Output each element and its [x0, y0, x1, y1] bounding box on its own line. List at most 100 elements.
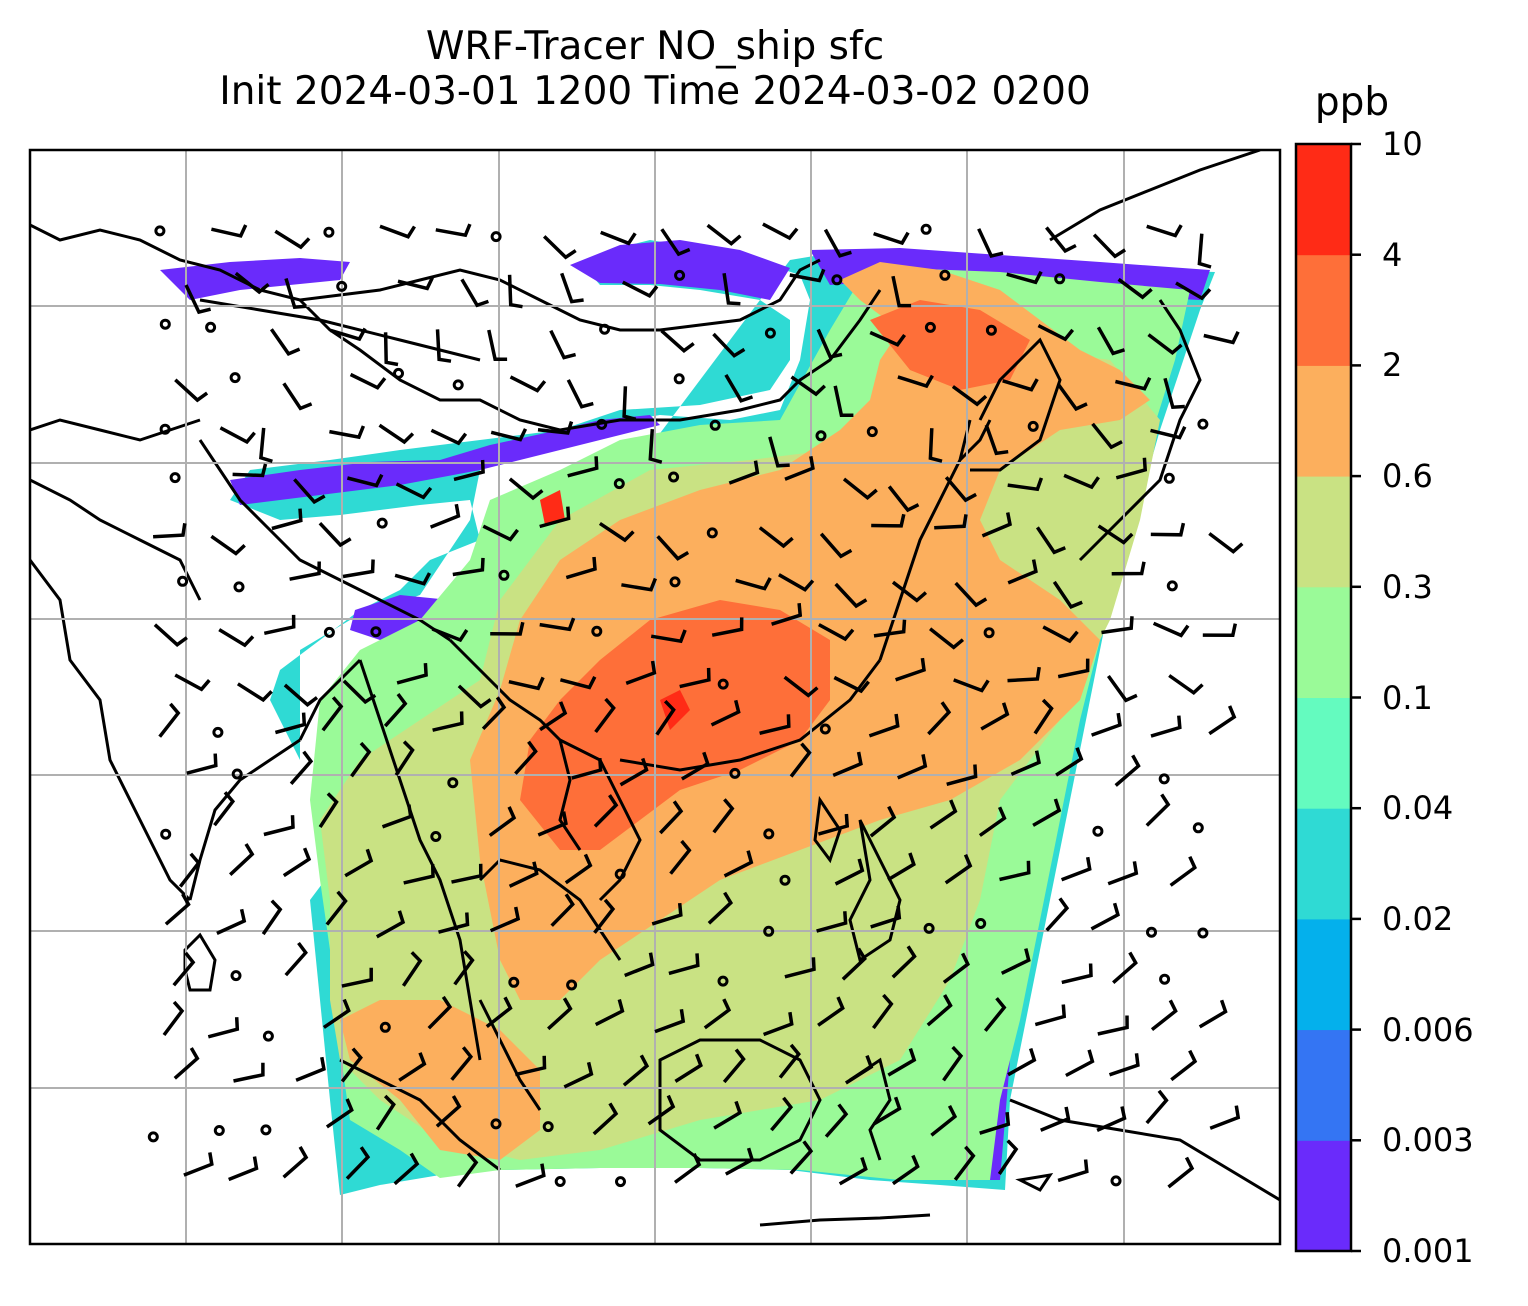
wind-barb: [213, 791, 236, 827]
calm-wind-marker: [763, 925, 775, 937]
wind-barb: [490, 621, 525, 636]
calm-wind-marker: [831, 274, 843, 286]
wind-barb: [539, 506, 571, 529]
wind-barb: [489, 906, 521, 933]
wind-barb: [566, 379, 594, 409]
wind-barb: [1208, 532, 1244, 554]
calm-wind-marker: [613, 478, 625, 490]
wind-barb: [341, 967, 373, 988]
wind-barb: [817, 996, 845, 1027]
calm-wind-marker: [169, 472, 181, 484]
wind-barb: [1096, 326, 1126, 356]
wind-barb: [383, 332, 399, 367]
wind-barb: [834, 858, 865, 886]
calm-wind-marker: [615, 1176, 626, 1188]
wind-barb: [271, 508, 303, 531]
wind-barb: [783, 675, 819, 698]
calm-wind-marker: [1092, 825, 1104, 837]
chart-title: WRF-Tracer NO_ship sfc Init 2024-03-01 1…: [30, 24, 1280, 114]
map-frame: [28, 148, 1282, 1246]
wind-barb: [771, 603, 803, 626]
coast-china-east: [878, 419, 972, 661]
wind-barb: [344, 848, 374, 878]
wind-barb: [537, 421, 574, 435]
wind-barb: [706, 223, 742, 246]
wind-barb: [870, 905, 902, 929]
wind-barb: [342, 559, 375, 579]
calm-wind-marker: [260, 1124, 272, 1136]
wind-barb: [321, 696, 344, 732]
border-laos-vietnam: [558, 739, 582, 851]
concentration-field: [160, 240, 1215, 1195]
colorbar-tick-label: 0.006: [1382, 1010, 1474, 1049]
wind-barb: [261, 899, 283, 936]
wind-barb: [842, 477, 878, 500]
wind-barb: [770, 1096, 794, 1132]
wind-barb: [838, 1156, 868, 1186]
calm-wind-marker: [393, 367, 404, 379]
wind-barb: [818, 623, 855, 642]
wind-barb: [514, 1055, 547, 1077]
wind-barb: [871, 993, 894, 1030]
calm-wind-marker: [1110, 1175, 1122, 1187]
wind-barb: [895, 657, 926, 682]
colorbar-tick-label: 0.1: [1382, 678, 1433, 717]
calm-wind-marker: [674, 269, 686, 281]
colorbar-swatch: [1296, 808, 1351, 920]
wind-barb: [485, 996, 513, 1028]
wind-barb: [929, 799, 958, 830]
wind-barb: [350, 741, 372, 778]
wind-barb: [322, 998, 351, 1029]
wind-barb: [1052, 580, 1083, 609]
wind-barb: [174, 378, 209, 403]
wind-barb: [651, 902, 683, 926]
colorbar-tick-label: 2: [1382, 346, 1403, 385]
colorbar-unit: ppb: [1314, 80, 1390, 125]
wind-barb: [1202, 623, 1238, 638]
colorbar-tick-label: 10: [1382, 125, 1423, 163]
wind-barb: [1091, 712, 1122, 737]
wind-barb: [789, 268, 826, 283]
calm-wind-marker: [490, 231, 502, 243]
wind-barb: [768, 436, 790, 468]
calm-wind-marker: [939, 269, 951, 281]
calm-wind-marker: [1192, 822, 1204, 834]
title-line-1: WRF-Tracer NO_ship sfc: [425, 24, 885, 69]
calm-wind-marker: [709, 419, 721, 431]
calm-wind-marker: [376, 517, 388, 529]
wind-barb: [722, 1048, 746, 1084]
calm-wind-marker: [147, 1131, 159, 1143]
wind-barb: [1042, 625, 1079, 644]
wind-barb: [435, 329, 452, 363]
wind-barb: [759, 714, 791, 736]
calm-wind-marker: [779, 874, 791, 886]
wind-barb: [1097, 1015, 1129, 1036]
wind-barb: [711, 617, 744, 637]
wind-barb: [1175, 281, 1212, 301]
wind-barb: [833, 385, 854, 417]
wind-barb: [1091, 422, 1123, 450]
wind-barb: [183, 1152, 214, 1177]
wind-barb: [669, 839, 692, 875]
wind-barb: [1163, 377, 1185, 410]
wind-barb: [1045, 226, 1077, 254]
wind-barb: [340, 1047, 363, 1083]
wind-barb: [1167, 1156, 1195, 1189]
wind-barb: [681, 751, 710, 781]
wind-barb: [723, 850, 754, 878]
colorbar-tick-label: 4: [1382, 235, 1403, 274]
wind-barb: [457, 684, 492, 709]
wind-barb: [539, 617, 576, 632]
wind-barb: [790, 375, 826, 397]
wind-barb: [395, 482, 433, 500]
wind-barb: [438, 912, 470, 934]
calm-wind-marker: [923, 922, 935, 934]
wind-barb: [571, 757, 603, 780]
wind-barb: [394, 740, 415, 777]
wind-barb: [1006, 270, 1043, 285]
calm-wind-marker: [370, 626, 382, 638]
wind-barb: [926, 994, 953, 1027]
wind-barb: [1203, 330, 1240, 345]
wind-barb: [778, 1043, 801, 1079]
